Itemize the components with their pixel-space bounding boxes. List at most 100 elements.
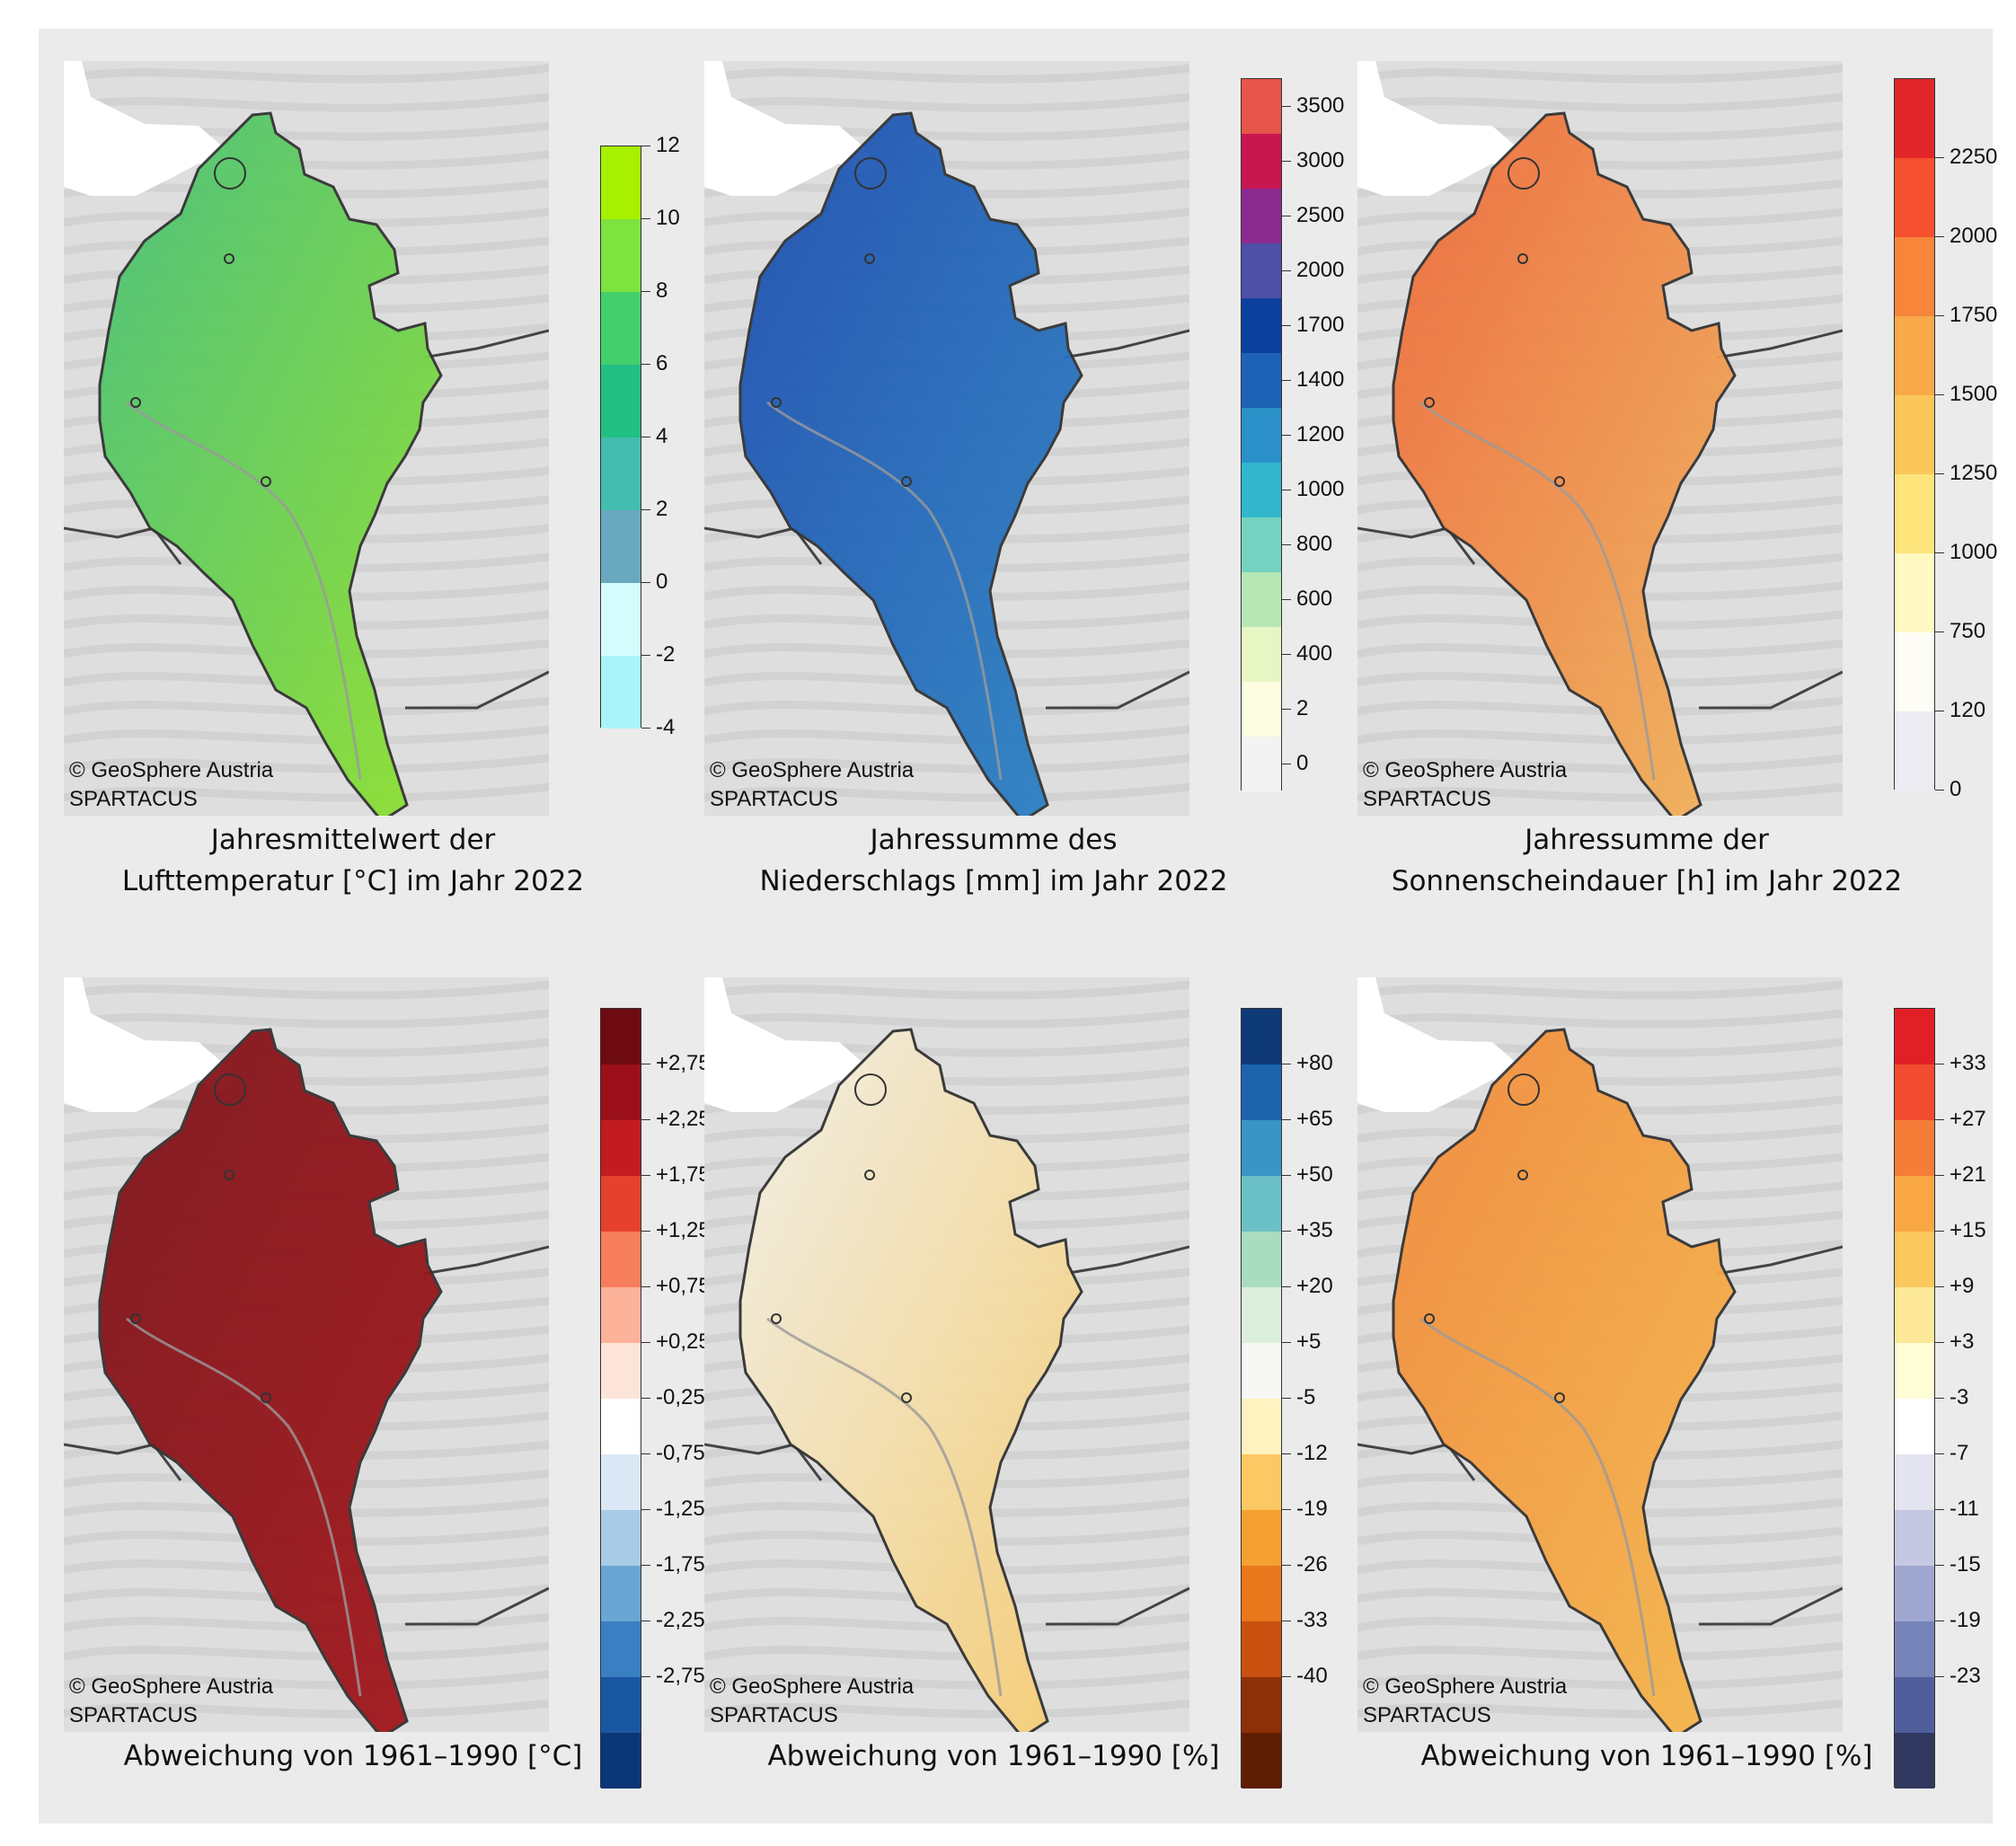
- city-marker: [1508, 157, 1540, 190]
- source-label: SPARTACUS: [710, 1703, 838, 1727]
- legend-tick: [1282, 434, 1291, 436]
- legend-tick-label: 6: [656, 351, 668, 375]
- legend-swatch: [1242, 1399, 1281, 1454]
- legend-swatch: [601, 365, 641, 437]
- source-label: SPARTACUS: [1363, 1703, 1491, 1727]
- legend-colorbar: [1894, 78, 1935, 791]
- legend-tick-label: 2000: [1296, 257, 1345, 282]
- legend-swatch: [1242, 1287, 1281, 1343]
- lake-area: [1357, 977, 1528, 1112]
- legend-swatch: [1242, 1343, 1281, 1399]
- caption-line-2: Lufttemperatur [°C] im Jahr 2022: [121, 865, 585, 897]
- legend-tick-label: -11: [1950, 1497, 1979, 1521]
- legend-swatch: [601, 1399, 641, 1454]
- region-fill: [98, 1028, 443, 1732]
- river-line: [126, 1317, 362, 1697]
- legend-swatch: [601, 292, 641, 365]
- legend-tick-label: 1000: [1296, 476, 1345, 501]
- legend-tick: [1935, 1453, 1944, 1454]
- legend-tick: [641, 1453, 650, 1454]
- lake-area: [704, 61, 875, 196]
- lake-area: [1357, 61, 1528, 196]
- city-marker: [1424, 397, 1435, 408]
- legend-swatch: [1895, 1399, 1934, 1454]
- legend-tick: [1935, 1565, 1944, 1566]
- legend-swatch: [1242, 1677, 1281, 1733]
- legend-swatch: [1895, 632, 1934, 711]
- legend-tick-label: 2: [656, 497, 668, 521]
- legend-tick-label: -0,75: [656, 1441, 705, 1465]
- city-marker: [1517, 1170, 1528, 1180]
- city-marker: [1508, 1073, 1540, 1106]
- caption-line-1: Jahressumme des: [870, 824, 1118, 856]
- legend-colorbar: [1894, 1008, 1935, 1789]
- map: © GeoSphere Austria SPARTACUS: [1357, 977, 1843, 1732]
- legend-tick: [1282, 1342, 1291, 1343]
- legend-swatch: [1895, 158, 1934, 237]
- legend-tick: [1282, 1119, 1291, 1120]
- legend-tick: [1935, 315, 1944, 316]
- lake-area: [704, 977, 875, 1112]
- legend-tick-label: +35: [1296, 1218, 1333, 1242]
- legend-tick-label: -12: [1296, 1441, 1328, 1465]
- legend-swatch: [601, 146, 641, 219]
- caption-line-1: Jahressumme der: [1525, 824, 1769, 856]
- source-label: SPARTACUS: [69, 1703, 198, 1727]
- legend-tick-label: -3: [1950, 1385, 1969, 1409]
- legend-tick-label: -33: [1296, 1608, 1328, 1632]
- legend-swatch: [601, 1621, 641, 1677]
- legend-swatch: [1242, 243, 1281, 298]
- region-fill: [1392, 111, 1737, 816]
- legend-colorbar: [1241, 78, 1282, 791]
- legend-swatch: [1242, 1009, 1281, 1064]
- legend-tick-label: -23: [1950, 1664, 1981, 1688]
- panel-precipitation: © GeoSphere Austria SPARTACUS 3500 3000 2500…: [679, 29, 1344, 909]
- legend-swatch: [1895, 1566, 1934, 1621]
- legend-tick-label: +9: [1950, 1274, 1975, 1298]
- map: © GeoSphere Austria SPARTACUS: [64, 61, 549, 816]
- legend-swatch: [601, 1232, 641, 1287]
- figure-frame: © GeoSphere Austria SPARTACUS 12 10 8 6 4 2 0 -2 -…: [39, 29, 1997, 1824]
- legend-tick-label: -4: [656, 715, 676, 739]
- legend-swatch: [1242, 737, 1281, 791]
- legend-tick-label: -2,25: [656, 1608, 705, 1632]
- river-line: [766, 1317, 1003, 1697]
- legend-swatch: [1895, 1232, 1934, 1287]
- caption-line-1: Jahresmittelwert der: [210, 824, 496, 856]
- city-marker: [901, 1392, 912, 1403]
- legend-tick: [641, 218, 650, 219]
- legend-tick: [1282, 543, 1291, 545]
- legend-tick-label: 0: [656, 570, 668, 594]
- legend-tick-label: +0,25: [656, 1329, 711, 1354]
- map-caption: Abweichung von 1961–1990 [%]: [1332, 1736, 1961, 1777]
- map-caption: Abweichung von 1961–1990 [%]: [679, 1736, 1308, 1777]
- map-caption: Abweichung von 1961–1990 [°C]: [39, 1736, 668, 1777]
- city-marker: [224, 253, 234, 264]
- legend-tick-label: +1,75: [656, 1162, 711, 1187]
- panel-sunshine: © GeoSphere Austria SPARTACUS 2250 2000 1750…: [1332, 29, 1997, 909]
- legend-tick: [1935, 157, 1944, 158]
- lake-area: [64, 977, 234, 1112]
- legend-swatch: [1895, 1733, 1934, 1789]
- legend-tick: [1935, 1286, 1944, 1287]
- legend-tick-label: -40: [1296, 1664, 1328, 1688]
- legend-tick-label: 600: [1296, 586, 1333, 611]
- legend-tick: [641, 1676, 650, 1677]
- legend-swatch: [1242, 1510, 1281, 1566]
- legend-tick-label: +15: [1950, 1218, 1986, 1242]
- legend-tick-label: 2500: [1296, 202, 1345, 227]
- legend-tick: [1282, 1175, 1291, 1176]
- legend-tick-label: 0: [1296, 750, 1309, 775]
- legend-tick: [641, 1565, 650, 1566]
- legend-swatch: [1242, 572, 1281, 627]
- legend-swatch: [601, 656, 641, 729]
- legend-tick-label: 12: [656, 133, 680, 157]
- legend-swatch: [1895, 1009, 1934, 1064]
- legend-swatch: [601, 1733, 641, 1789]
- legend-swatch: [1895, 79, 1934, 158]
- legend-swatch: [601, 437, 641, 510]
- region-fill: [738, 1028, 1083, 1732]
- legend-swatch: [1242, 1120, 1281, 1176]
- legend-tick: [1282, 1286, 1291, 1287]
- legend-swatch: [1242, 627, 1281, 682]
